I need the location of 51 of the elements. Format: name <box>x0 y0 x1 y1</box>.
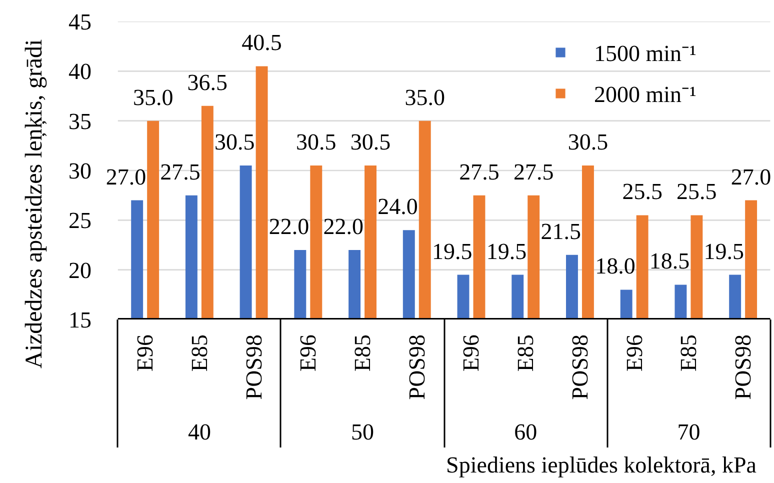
y-tick-label: 40 <box>68 59 92 84</box>
data-label: 27.0 <box>106 164 146 190</box>
data-label: 24.0 <box>378 194 418 220</box>
data-label: 22.0 <box>268 214 310 239</box>
text: 40 <box>188 420 211 444</box>
text: 60 <box>514 420 538 444</box>
x-tick-label: E96 <box>132 334 158 372</box>
data-label: 35.0 <box>404 84 445 110</box>
data-label: 30.5 <box>214 130 255 155</box>
x-tick-label: POS98 <box>404 334 430 400</box>
y-tick-label: 20 <box>68 258 92 283</box>
x-tick-label: E96 <box>458 334 484 372</box>
data-label: 22.0 <box>323 214 364 239</box>
data-label: 30.5 <box>350 130 391 155</box>
y-tick-label: 30 <box>68 158 92 184</box>
data-label: 36.5 <box>187 70 228 95</box>
data-label: 19.5 <box>486 238 527 264</box>
x-tick-label: E85 <box>350 334 376 372</box>
x-tick-label: POS98 <box>241 334 266 400</box>
y-axis-title: Aizdedzes apsteidzes leņķis, grādi <box>22 38 48 368</box>
x-tick-label: E85 <box>186 334 212 372</box>
data-label: 18.5 <box>649 248 690 274</box>
data-label: 27.0 <box>730 164 772 190</box>
data-label: 19.5 <box>704 238 744 264</box>
data-label: 21.5 <box>540 218 581 244</box>
data-label: 25.5 <box>676 179 717 204</box>
data-label: 19.5 <box>432 238 472 264</box>
data-label: 40.5 <box>242 30 282 56</box>
legend-label: 2000 min⁻¹ <box>594 81 698 109</box>
data-label: 35.0 <box>132 84 174 110</box>
y-tick-label: 45 <box>68 10 92 34</box>
y-tick-label: 15 <box>68 308 92 332</box>
data-label: 27.5 <box>459 159 500 184</box>
text: 50 <box>351 420 374 444</box>
data-label: 27.5 <box>513 159 554 184</box>
data-label: 18.0 <box>595 254 636 279</box>
x-tick-label: E85 <box>513 334 538 372</box>
x-tick-label: E96 <box>622 334 647 372</box>
data-label: 30.5 <box>568 130 608 155</box>
data-label: 30.5 <box>296 130 336 155</box>
x-tick-label: E85 <box>676 334 702 372</box>
y-tick-label: 25 <box>68 208 92 234</box>
x-axis-title: Spiediens ieplūdes kolektorā, kPa <box>446 452 757 478</box>
y-tick-label: 35 <box>68 108 92 134</box>
text: 70 <box>677 420 700 444</box>
data-label: 27.5 <box>160 159 200 184</box>
x-tick-label: POS98 <box>567 334 592 400</box>
legend-label: 1500 min⁻¹ <box>594 40 698 68</box>
x-tick-label: E96 <box>296 334 321 372</box>
x-tick-label: POS98 <box>730 334 756 400</box>
data-label: 25.5 <box>622 179 662 204</box>
